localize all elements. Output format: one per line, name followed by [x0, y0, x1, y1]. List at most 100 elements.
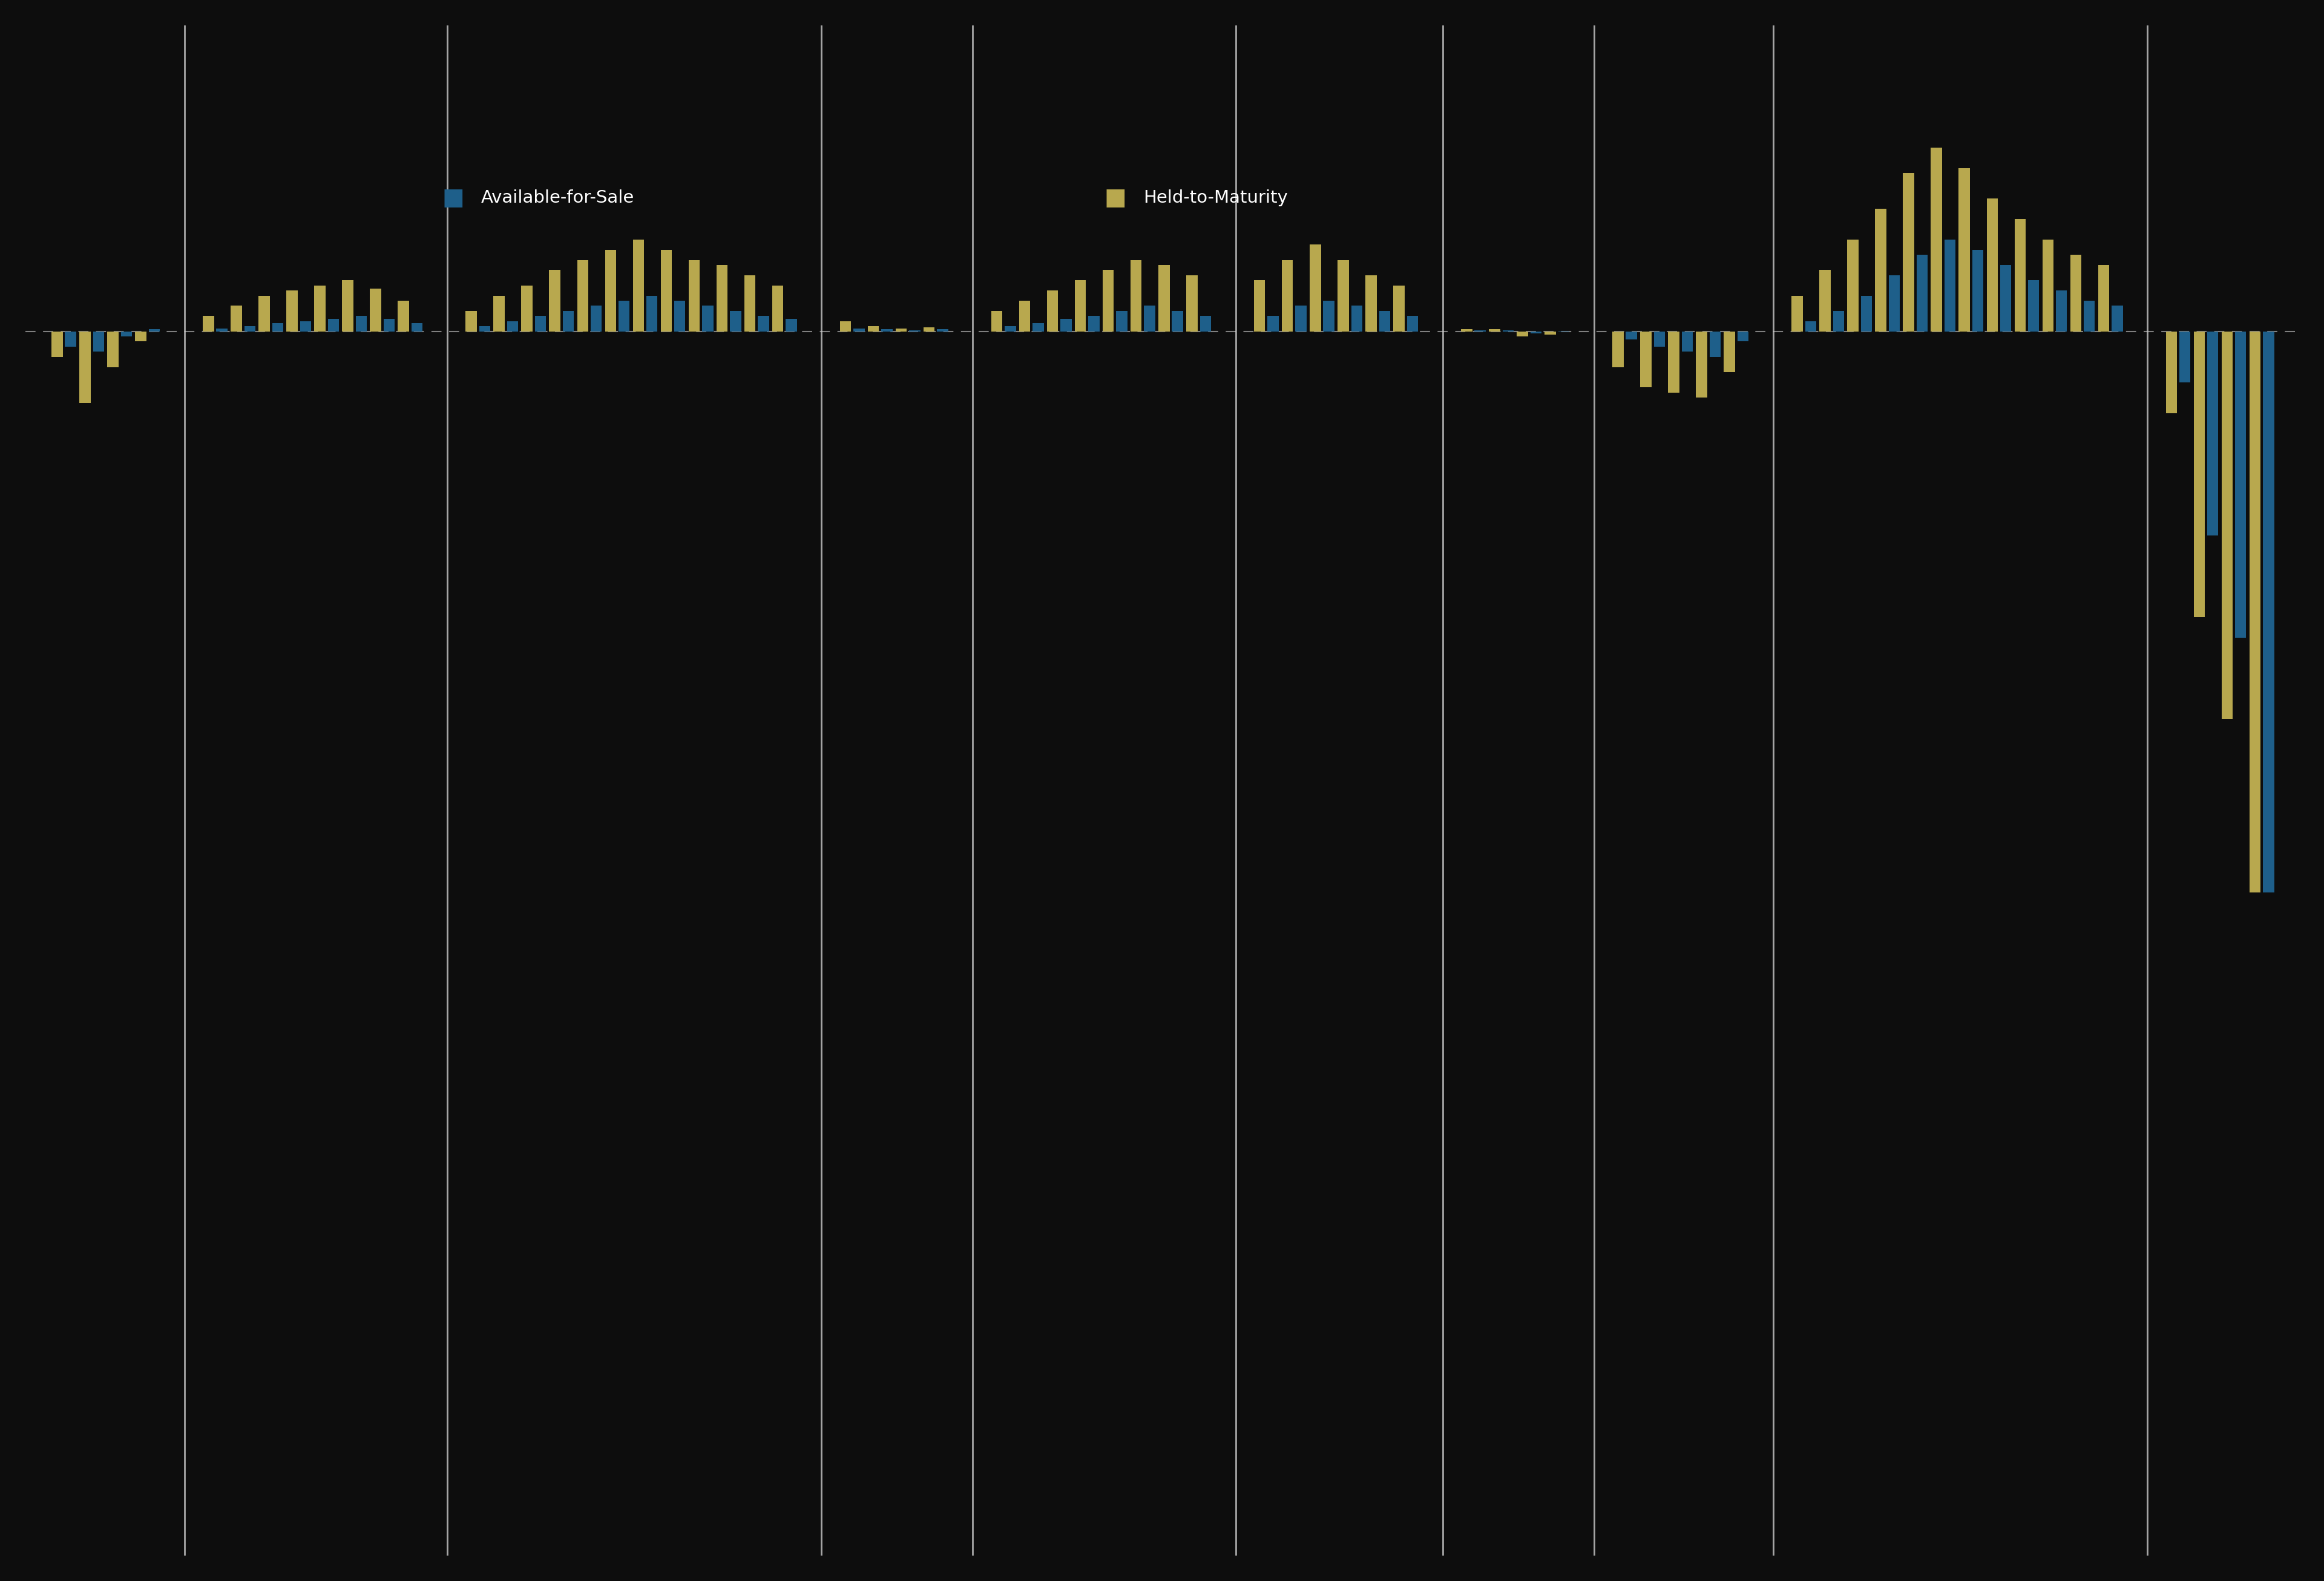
Bar — [1710, 332, 1720, 357]
Bar — [1862, 296, 1871, 332]
Bar — [370, 288, 381, 332]
Bar — [383, 319, 395, 332]
Bar — [521, 286, 532, 332]
Bar — [79, 332, 91, 403]
Bar — [1157, 266, 1169, 332]
Bar — [1848, 239, 1859, 332]
Bar — [300, 321, 311, 332]
Bar — [786, 319, 797, 332]
Bar — [1490, 329, 1499, 332]
Bar — [1903, 174, 1915, 332]
Bar — [990, 311, 1002, 332]
Bar — [1518, 332, 1527, 337]
Bar — [493, 296, 504, 332]
Bar — [1931, 147, 1943, 332]
Bar — [576, 259, 588, 332]
Bar — [2043, 239, 2054, 332]
Bar — [632, 239, 644, 332]
Bar — [2029, 280, 2038, 332]
Bar — [1032, 323, 1043, 332]
Bar — [881, 329, 892, 332]
Bar — [216, 329, 228, 332]
Bar — [937, 329, 948, 332]
Bar — [2264, 332, 2275, 893]
Bar — [479, 326, 490, 332]
Text: ■: ■ — [442, 187, 465, 209]
Bar — [93, 332, 105, 351]
Bar — [465, 311, 476, 332]
Bar — [1294, 305, 1306, 332]
Bar — [356, 316, 367, 332]
Bar — [342, 280, 353, 332]
Text: ■: ■ — [1104, 187, 1127, 209]
Bar — [121, 332, 132, 337]
Bar — [2208, 332, 2219, 536]
Bar — [65, 332, 77, 346]
Bar — [1697, 332, 1708, 398]
Bar — [702, 305, 713, 332]
Bar — [1004, 326, 1016, 332]
Bar — [646, 296, 658, 332]
Bar — [1641, 332, 1652, 387]
Bar — [244, 326, 256, 332]
Bar — [1973, 250, 1982, 332]
Bar — [1046, 291, 1057, 332]
Text: Available-for-Sale: Available-for-Sale — [481, 190, 634, 206]
Bar — [1255, 280, 1264, 332]
Bar — [1959, 168, 1971, 332]
Bar — [2085, 300, 2094, 332]
Bar — [1074, 280, 1085, 332]
Bar — [1545, 332, 1555, 335]
Bar — [1339, 259, 1348, 332]
Bar — [548, 270, 560, 332]
Bar — [867, 326, 878, 332]
Bar — [562, 311, 574, 332]
Bar — [1116, 311, 1127, 332]
Bar — [202, 316, 214, 332]
Bar — [1367, 275, 1376, 332]
Bar — [923, 327, 934, 332]
Bar — [2222, 332, 2233, 719]
Bar — [1171, 311, 1183, 332]
Bar — [744, 275, 755, 332]
Bar — [839, 321, 851, 332]
Bar — [2250, 332, 2261, 893]
Bar — [1102, 270, 1113, 332]
Bar — [149, 329, 160, 332]
Bar — [895, 329, 906, 332]
Bar — [2057, 291, 2066, 332]
Bar — [590, 305, 602, 332]
Bar — [1834, 311, 1843, 332]
Bar — [1738, 332, 1748, 341]
Bar — [2194, 332, 2205, 617]
Bar — [1945, 239, 1954, 332]
Bar — [2180, 332, 2192, 383]
Bar — [286, 291, 297, 332]
Bar — [604, 250, 616, 332]
Bar — [1683, 332, 1692, 351]
Bar — [716, 266, 727, 332]
Bar — [1322, 300, 1334, 332]
Bar — [1655, 332, 1664, 346]
Bar — [1462, 329, 1471, 332]
Bar — [135, 332, 146, 341]
Bar — [1143, 305, 1155, 332]
Bar — [2001, 266, 2010, 332]
Bar — [1889, 275, 1899, 332]
Bar — [1987, 199, 1999, 332]
Bar — [2166, 332, 2178, 413]
Bar — [1311, 245, 1320, 332]
Bar — [660, 250, 672, 332]
Bar — [1627, 332, 1636, 340]
Bar — [730, 311, 741, 332]
Bar — [1917, 255, 1927, 332]
Bar — [1529, 332, 1541, 334]
Bar — [1669, 332, 1680, 392]
Bar — [1199, 316, 1211, 332]
Bar — [772, 286, 783, 332]
Bar — [1088, 316, 1099, 332]
Bar — [688, 259, 700, 332]
Bar — [1806, 321, 1815, 332]
Bar — [853, 329, 865, 332]
Bar — [2113, 305, 2122, 332]
